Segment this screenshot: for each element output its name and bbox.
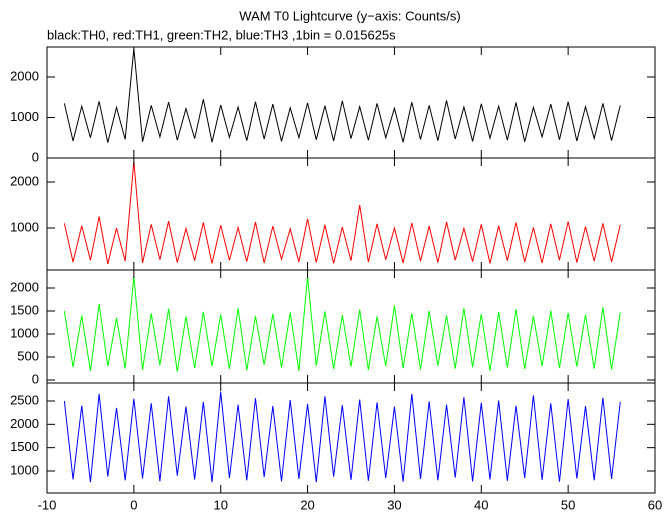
y-tick-label: 0	[32, 371, 39, 386]
light-curve	[63, 48, 621, 143]
y-tick-label: 1000	[10, 325, 39, 340]
x-tick-label: -10	[38, 497, 57, 512]
x-tick-label: 50	[561, 497, 575, 512]
y-tick-label: 1500	[10, 302, 39, 317]
x-tick-label: 60	[648, 497, 662, 512]
y-tick-label: 1000	[10, 219, 39, 234]
y-tick-label: 1000	[10, 462, 39, 477]
y-tick-label: 2000	[10, 68, 39, 83]
panel-frame	[46, 382, 656, 494]
light-curve	[63, 391, 621, 483]
x-tick-label: 40	[474, 497, 488, 512]
y-tick-label: 2000	[10, 279, 39, 294]
y-tick-label: 1000	[10, 109, 39, 124]
y-tick-label: 1500	[10, 439, 39, 454]
x-tick-label: 30	[387, 497, 401, 512]
y-tick-label: 2000	[10, 173, 39, 188]
y-tick-label: 0	[32, 149, 39, 164]
chart-subtitle: black:TH0, red:TH1, green:TH2, blue:TH3 …	[47, 27, 396, 42]
chart-title: WAM T0 Lightcurve (y−axis: Counts/s)	[239, 8, 460, 23]
y-tick-label: 500	[17, 348, 39, 363]
x-tick-label: 10	[213, 497, 227, 512]
x-tick-label: 20	[300, 497, 314, 512]
y-tick-label: 2000	[10, 416, 39, 431]
panel-frame	[46, 46, 656, 159]
x-tick-label: 0	[130, 497, 137, 512]
light-curve	[63, 161, 621, 264]
y-tick-label: 2500	[10, 392, 39, 407]
light-curve	[63, 276, 621, 372]
